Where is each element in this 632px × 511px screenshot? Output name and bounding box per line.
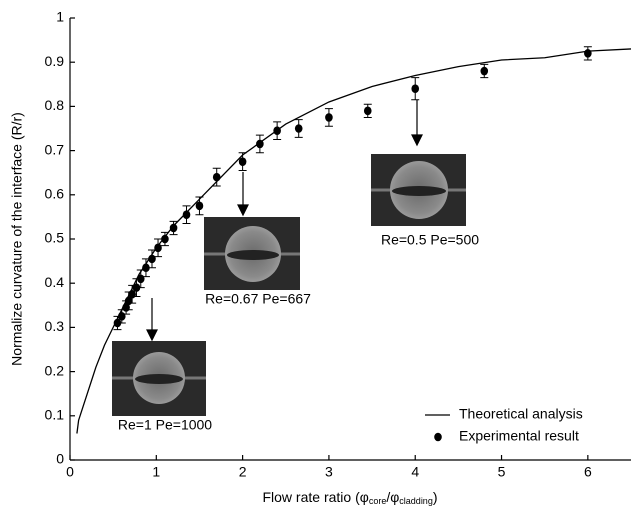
x-label-part: / xyxy=(386,489,390,505)
data-point xyxy=(148,254,156,264)
data-point xyxy=(182,210,191,219)
x-label-part: φ xyxy=(360,489,369,505)
data-point xyxy=(169,223,178,233)
data-point xyxy=(132,283,141,292)
data-point xyxy=(195,201,204,211)
data-point xyxy=(154,243,162,253)
annotation: Re=0.5 Pe=500 xyxy=(381,232,479,248)
legend-label: Experimental result xyxy=(459,428,579,444)
data-point xyxy=(363,106,372,116)
annotation: Re=1 Pe=1000 xyxy=(118,417,212,433)
data-point xyxy=(294,124,303,133)
x-label-part: ) xyxy=(433,489,438,505)
data-point xyxy=(256,139,264,149)
arrows xyxy=(146,100,423,342)
x-label-part: core xyxy=(369,496,387,506)
x-tick-label: 3 xyxy=(325,464,333,480)
legend-label: Theoretical analysis xyxy=(459,406,583,422)
y-tick-label: 0.9 xyxy=(45,53,65,69)
droplet-images xyxy=(112,154,466,416)
x-label-part: cladding xyxy=(399,496,433,506)
y-tick-label: 0.2 xyxy=(45,362,65,378)
x-tick-label: 1 xyxy=(152,464,160,480)
data-point xyxy=(238,157,247,166)
data-point xyxy=(273,126,281,136)
y-tick-label: 0.4 xyxy=(45,274,65,290)
y-tick-label: 0.8 xyxy=(45,97,65,113)
data-point xyxy=(117,312,126,321)
x-label-part: φ xyxy=(390,489,399,505)
annotation: Re=0.67 Pe=667 xyxy=(205,291,311,307)
x-axis-label: Flow rate ratio (φcore/φcladding) xyxy=(262,489,437,507)
data-point xyxy=(584,49,592,58)
x-tick-label: 2 xyxy=(239,464,247,480)
y-tick-label: 1 xyxy=(56,9,64,25)
y-tick-label: 0.6 xyxy=(45,186,65,202)
y-axis-label: Normalize curvature of the interface (R/… xyxy=(9,112,25,366)
data-point xyxy=(212,172,221,182)
x-tick-label: 5 xyxy=(498,464,506,480)
data-point xyxy=(113,318,122,328)
data-point xyxy=(142,263,150,273)
data-point xyxy=(325,113,333,122)
y-tick-label: 0.7 xyxy=(45,141,65,157)
y-tick-label: 0.1 xyxy=(45,407,65,423)
x-tick-label: 0 xyxy=(66,464,74,480)
legend-marker xyxy=(434,432,442,442)
data-point xyxy=(480,66,489,76)
data-point xyxy=(411,84,420,94)
x-tick-label: 6 xyxy=(584,464,592,480)
y-tick-label: 0.5 xyxy=(45,230,65,246)
data-point xyxy=(136,274,145,284)
y-tick-label: 0.3 xyxy=(45,318,65,334)
x-label-part: Flow rate ratio ( xyxy=(262,489,360,505)
data-point xyxy=(161,234,169,244)
y-tick-label: 0 xyxy=(56,451,64,467)
x-tick-label: 4 xyxy=(411,464,419,480)
